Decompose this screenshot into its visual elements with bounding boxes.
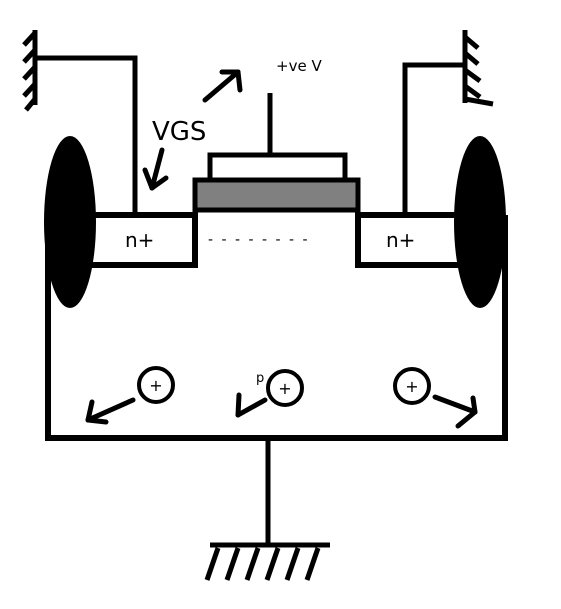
right-body-contact xyxy=(454,136,506,308)
drain-ground-icon xyxy=(462,30,494,107)
hole-left-arrow-icon xyxy=(85,397,136,425)
substrate-label: p xyxy=(256,371,264,386)
source-ground-icon xyxy=(22,30,38,112)
left-body-contact xyxy=(44,136,96,308)
drain-n-plus-region xyxy=(355,212,505,268)
substrate-body xyxy=(45,215,508,441)
gate-metal xyxy=(207,152,348,183)
vgs-label: VGS xyxy=(152,117,206,147)
drain-terminal-wire xyxy=(402,62,465,215)
hole-center-arrow-icon xyxy=(235,392,268,418)
hole-center-charge: + xyxy=(278,379,291,398)
hole-right-charge: + xyxy=(405,377,418,396)
hole-left-charge: + xyxy=(149,376,162,395)
hole-right xyxy=(393,367,431,405)
source-n-plus-region xyxy=(48,212,198,268)
vgs-arrow-icon xyxy=(142,147,169,191)
gate-voltage-arrow-icon xyxy=(202,69,243,103)
drain-region-label: n+ xyxy=(386,228,415,252)
gate-oxide xyxy=(192,177,361,213)
hole-right-arrow-icon xyxy=(432,394,478,429)
gate-voltage-label: +ve V xyxy=(276,57,322,75)
source-terminal-wire xyxy=(35,55,138,215)
source-region-label: n+ xyxy=(125,228,154,252)
hole-left xyxy=(137,366,175,404)
channel-label: - - - - - - - - xyxy=(208,232,310,248)
hole-center xyxy=(266,369,304,407)
body-ground-icon xyxy=(204,542,330,581)
